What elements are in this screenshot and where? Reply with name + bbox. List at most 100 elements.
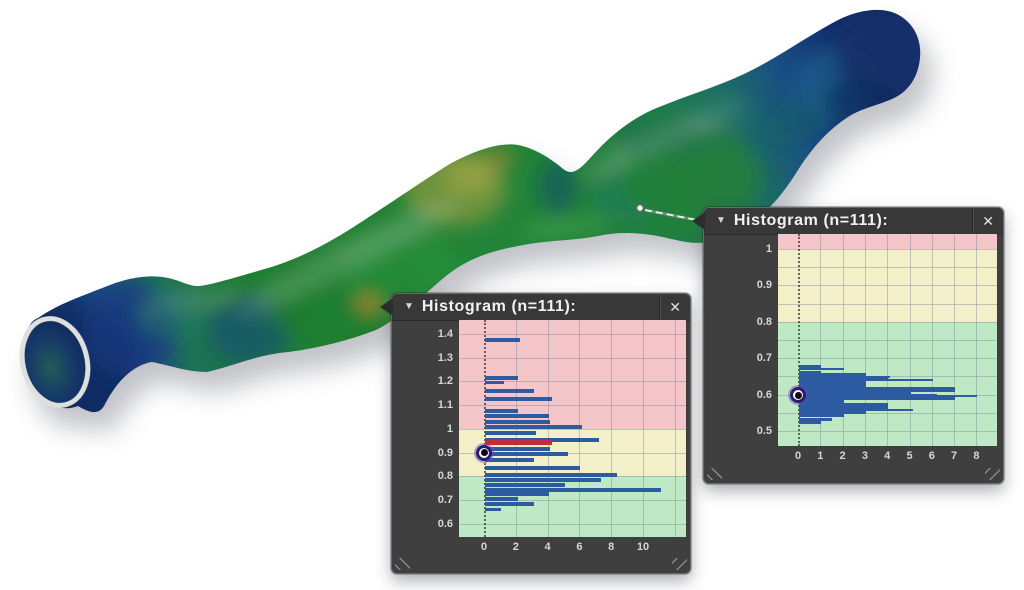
probe-marker[interactable] [476,444,492,461]
histogram-bar[interactable] [485,409,519,414]
histogram-bar[interactable] [799,387,956,393]
y-tick-label: 0.7 [437,494,453,507]
histogram-plot-area [778,234,997,446]
histogram-bar[interactable] [485,337,520,342]
x-tick-label: 6 [928,450,935,462]
x-tick-label: 6 [576,541,583,553]
threshold-zone [778,234,997,249]
histogram-bar[interactable] [799,409,913,412]
x-tick-label: 2 [839,450,846,462]
histogram-bar[interactable] [799,410,866,414]
histogram-bar[interactable] [799,402,889,407]
gridline-horizontal [778,431,997,433]
histogram-bar[interactable] [485,501,535,506]
panel-titlebar[interactable]: ▼ Histogram (n=111): ✕ [380,294,690,321]
gridline-horizontal [459,428,686,430]
resize-grip-right[interactable] [985,468,1000,480]
x-tick-label: 2 [512,541,519,553]
gridline-vertical [954,234,956,446]
histogram-bar[interactable] [485,492,549,497]
histogram-bar[interactable] [799,391,911,395]
x-tick-label: 3 [861,450,868,462]
histogram-bar[interactable] [485,466,581,471]
histogram-bar[interactable] [799,377,889,381]
histogram-bar[interactable] [799,393,938,396]
histogram-bar[interactable] [485,424,582,429]
histogram-bar[interactable] [485,478,602,483]
gridline-horizontal [459,452,686,454]
collapse-toggle-icon[interactable]: ▼ [404,301,414,312]
histogram-bar[interactable] [799,400,844,404]
callout-pointer-icon [692,212,705,230]
histogram-bar[interactable] [485,413,549,418]
panel-title: Histogram (n=111): [421,298,577,315]
gridline-vertical [864,234,866,446]
panel-titlebar[interactable]: ▼ Histogram (n=111): ✕ [692,208,1003,235]
y-tick-label: 1.3 [437,351,453,364]
gridline-vertical [674,320,676,537]
resize-grip-right[interactable] [672,558,687,570]
histogram-bar[interactable] [485,375,519,380]
histogram-bar[interactable] [485,457,535,462]
histogram-bar[interactable] [485,381,505,385]
histogram-bar[interactable] [485,397,552,402]
histogram-bar[interactable] [485,388,535,393]
x-tick-label: 0 [480,541,488,553]
histogram-bar[interactable] [799,380,866,385]
gridline-vertical [842,234,844,446]
y-tick-label: 0.8 [756,315,772,328]
histogram-bar[interactable] [799,370,822,374]
y-tick-label: 0.9 [437,446,453,459]
histogram-bar[interactable] [799,421,822,425]
histogram-bar[interactable] [485,473,617,478]
x-tick-label: 8 [608,541,615,553]
gridline-horizontal [778,321,997,323]
histogram-bar[interactable] [799,384,866,388]
x-tick-label: 0 [794,450,802,462]
collapse-toggle-icon[interactable]: ▼ [716,215,726,226]
close-button[interactable]: ✕ [972,208,1003,234]
x-tick-label: 10 [636,541,650,553]
histogram-bar[interactable] [799,396,956,400]
histogram-bar[interactable] [485,447,551,452]
histogram-bar[interactable] [799,395,978,398]
histogram-bar[interactable] [799,368,844,371]
histogram-bar[interactable] [799,372,866,377]
gridline-horizontal [459,405,686,407]
callout-pointer-icon [380,298,393,316]
gridline-horizontal [459,334,686,335]
close-button[interactable]: ✕ [659,294,690,320]
histogram-bar[interactable] [485,482,565,487]
threshold-zone [778,248,997,322]
histogram-bar[interactable] [485,497,519,501]
y-tick-label: 1.2 [437,375,453,388]
histogram-bar[interactable] [799,376,891,379]
resize-grip-left[interactable] [707,468,722,480]
zero-axis-dotted-line [798,234,800,446]
histogram-bar[interactable] [485,419,551,424]
gridline-vertical [611,320,613,537]
histogram-bar[interactable] [485,451,568,456]
gridline-horizontal [778,340,997,341]
histogram-bar[interactable] [485,487,662,492]
gridline-horizontal [459,381,686,383]
histogram-bar[interactable] [799,364,822,368]
callout-anchor-dot [635,203,645,213]
resize-grip-left[interactable] [395,558,410,570]
y-tick-label: 1 [446,422,453,435]
histogram-bar[interactable] [799,379,933,382]
probe-marker[interactable] [790,387,806,404]
histogram-bar[interactable] [799,414,844,418]
histogram-panel-back: ▼ Histogram (n=111): ✕ 1 0.9 0.8 0.7 0.6 0.5 0… [692,207,1004,484]
histogram-bar[interactable] [485,430,536,435]
histogram-bar[interactable] [799,406,889,411]
gridline-vertical [976,234,978,446]
histogram-bar[interactable] [485,508,501,512]
highlighted-histogram-bar[interactable] [485,439,552,445]
tube-opening-rim [19,316,91,408]
gridline-vertical [643,320,644,537]
x-tick-label: 4 [884,450,891,462]
x-tick-label: 5 [906,450,913,462]
gridline-vertical [931,234,933,446]
histogram-bar[interactable] [799,417,833,421]
